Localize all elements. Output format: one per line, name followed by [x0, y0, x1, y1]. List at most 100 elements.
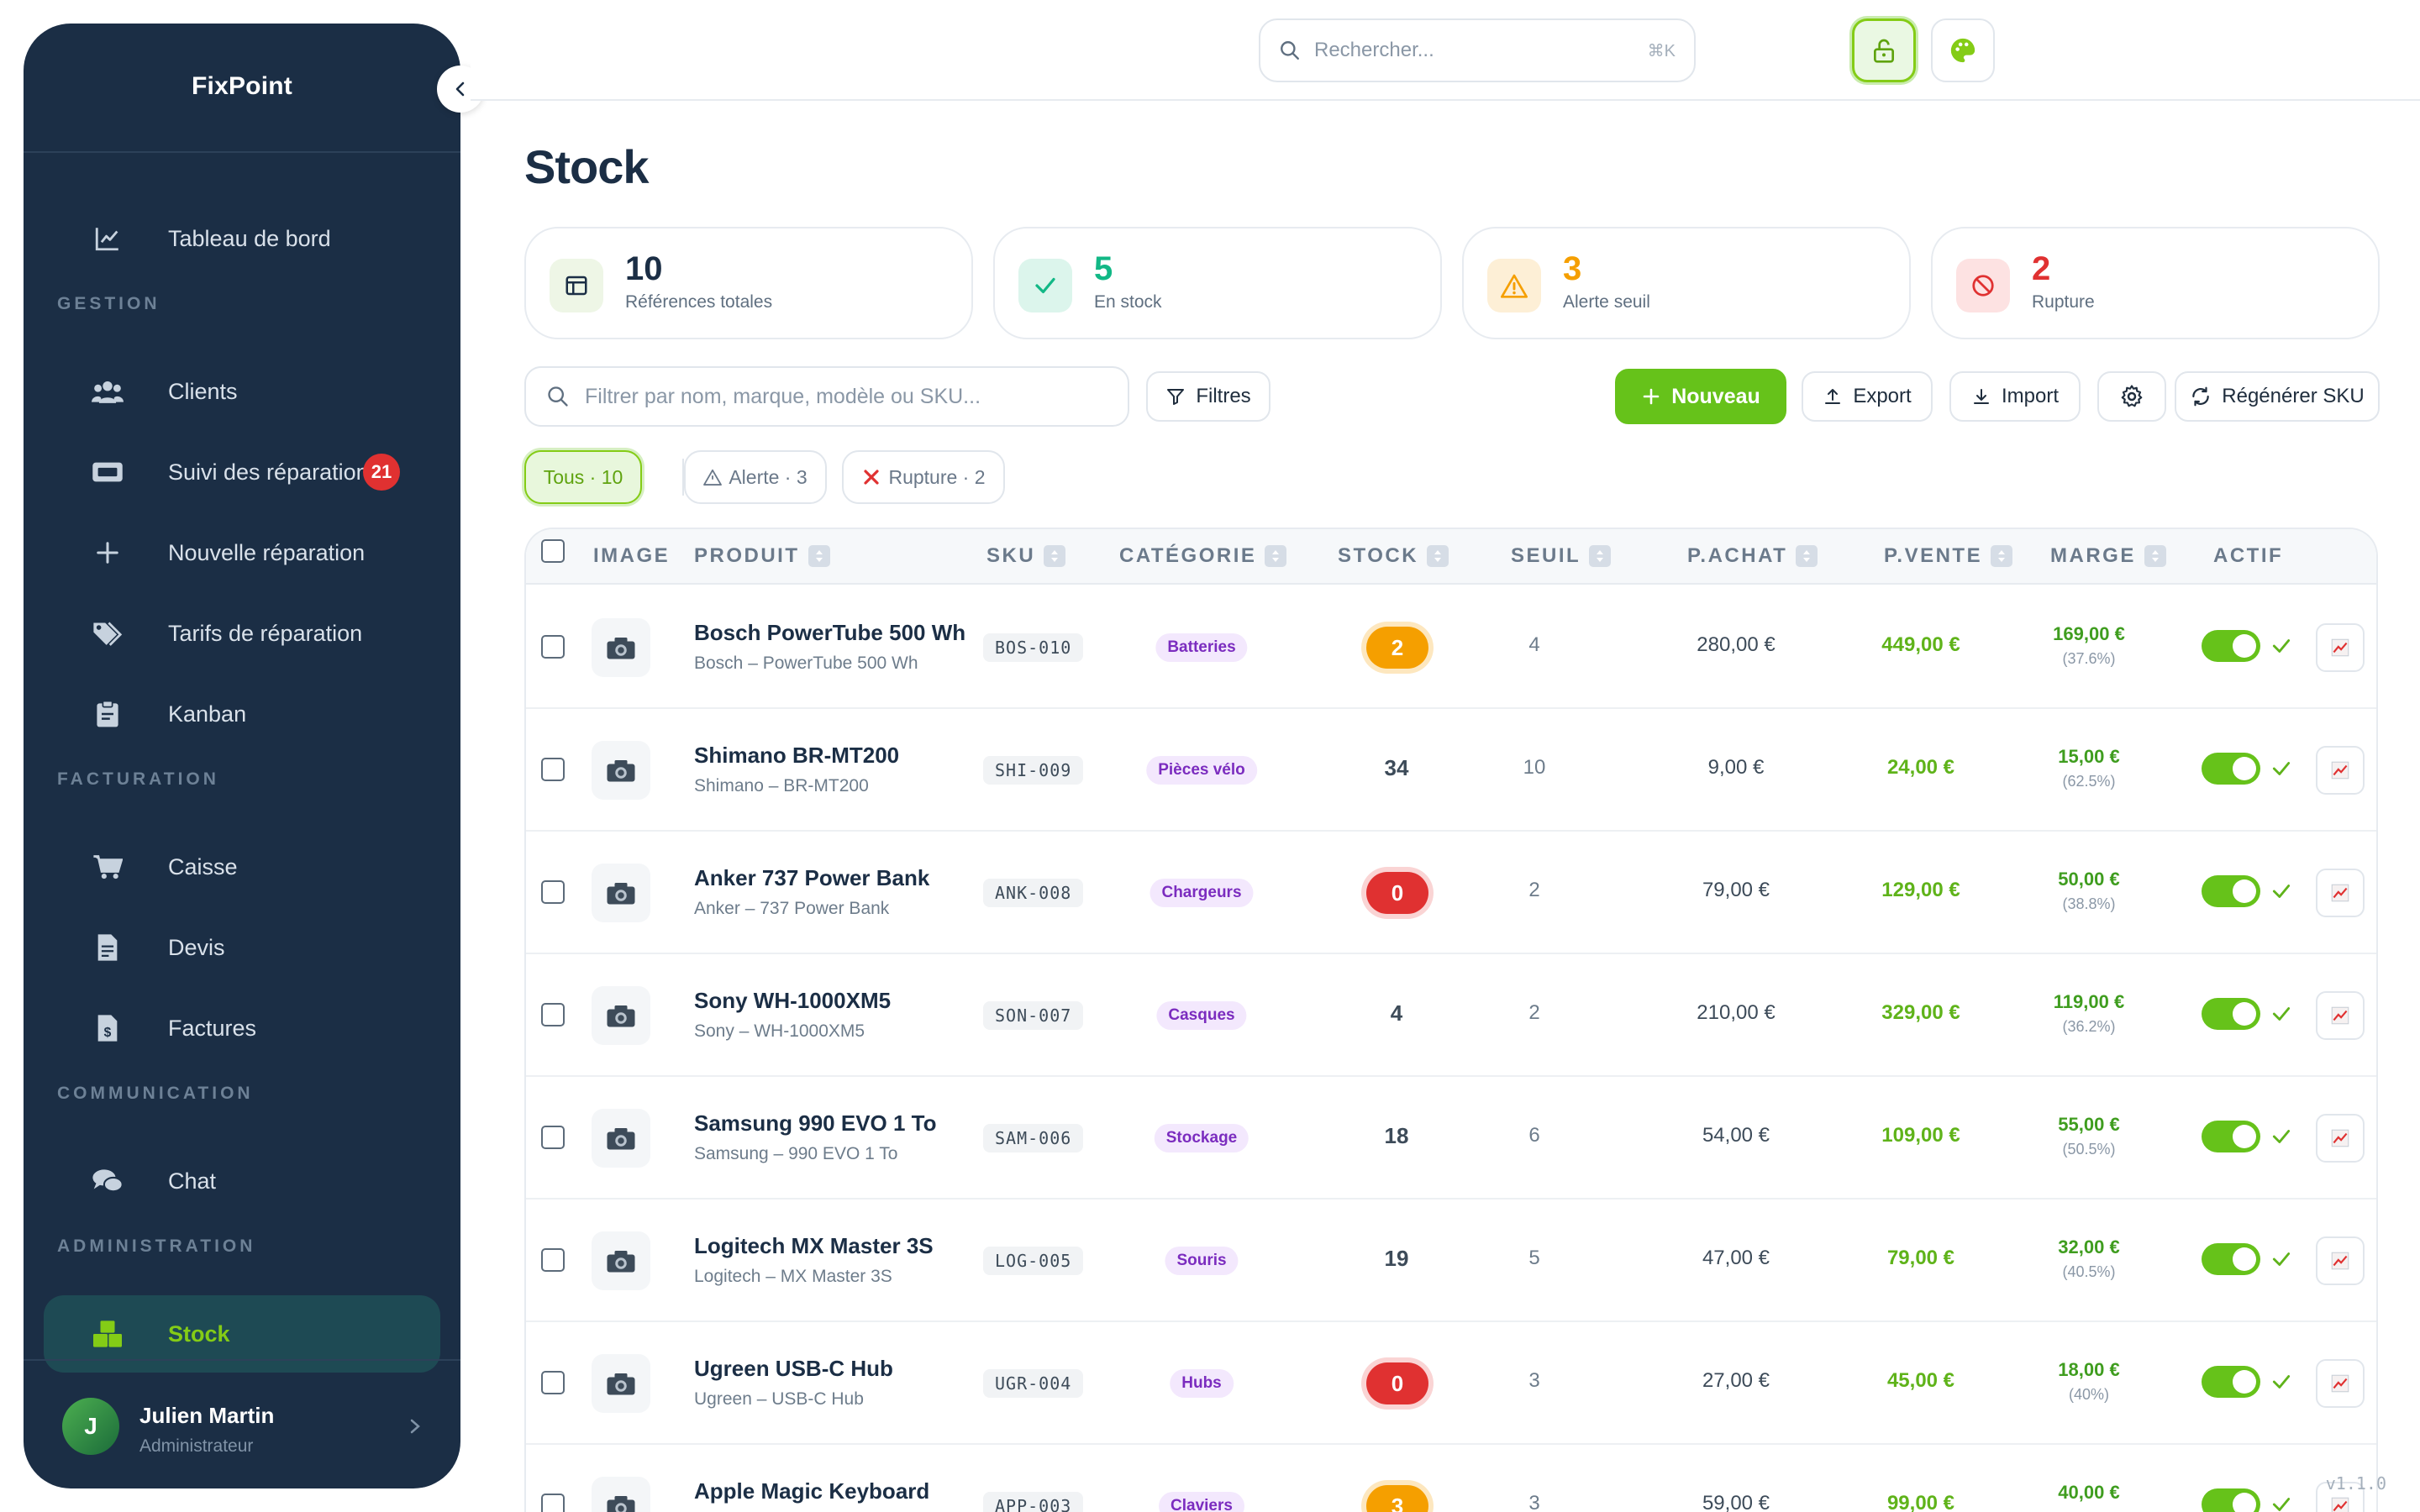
chip-all[interactable]: Tous · 10	[524, 450, 642, 504]
row-checkbox[interactable]	[541, 1003, 565, 1026]
col-image: IMAGE	[593, 544, 670, 568]
sidebar-item-new-repair[interactable]: Nouvelle réparation	[44, 514, 440, 591]
sku-tag: SON-007	[983, 1001, 1084, 1030]
global-search-input[interactable]: Rechercher... ⌘K	[1259, 18, 1696, 82]
chip-alert[interactable]: Alerte · 3	[684, 450, 827, 504]
row-checkbox[interactable]	[541, 1371, 565, 1394]
row-checkbox[interactable]	[541, 1494, 565, 1512]
product-name[interactable]: Ugreen USB-C Hub	[694, 1356, 893, 1381]
table-row[interactable]: Shimano BR-MT200 Shimano – BR-MT200 SHI-…	[526, 709, 2376, 832]
stock-history-button[interactable]	[2316, 1482, 2365, 1512]
stock-history-button[interactable]	[2316, 991, 2365, 1040]
filters-button[interactable]: Filtres	[1146, 371, 1270, 422]
filter-input[interactable]: Filtrer par nom, marque, modèle ou SKU..…	[524, 366, 1129, 427]
col-category[interactable]: CATÉGORIE	[1119, 544, 1287, 568]
stat-card-total: 10 Références totales	[524, 227, 973, 339]
col-image-label: IMAGE	[593, 544, 671, 567]
table-row[interactable]: Anker 737 Power Bank Anker – 737 Power B…	[526, 832, 2376, 954]
stock-history-button[interactable]	[2316, 1114, 2365, 1163]
stock-badge: 0	[1366, 872, 1428, 914]
sidebar-item-label: Kanban	[168, 701, 247, 727]
table-row[interactable]: Samsung 990 EVO 1 To Samsung – 990 EVO 1…	[526, 1077, 2376, 1200]
sidebar-item-chat[interactable]: Chat	[44, 1142, 440, 1220]
margin-value: 119,00 €	[2053, 991, 2125, 1012]
product-subtitle: Shimano – BR-MT200	[694, 776, 869, 795]
product-name[interactable]: Anker 737 Power Bank	[694, 865, 930, 890]
sidebar-item-devis[interactable]: Devis	[44, 909, 440, 986]
sidebar-item-dashboard[interactable]: Tableau de bord	[44, 200, 440, 277]
chart-icon	[2331, 1252, 2349, 1270]
active-toggle[interactable]	[2202, 753, 2260, 785]
active-toggle[interactable]	[2202, 1243, 2260, 1275]
sidebar-item-tariffs[interactable]: Tarifs de réparation	[44, 595, 440, 672]
col-stock[interactable]: STOCK	[1338, 544, 1449, 568]
export-button[interactable]: Export	[1802, 371, 1933, 422]
sale-price: 109,00 €	[1881, 1124, 1960, 1147]
select-all-checkbox[interactable]	[541, 539, 565, 563]
settings-button[interactable]	[2097, 371, 2166, 422]
active-toggle[interactable]	[2202, 630, 2260, 662]
stock-badge: 2	[1366, 627, 1428, 669]
col-pachat[interactable]: P.ACHAT	[1687, 544, 1818, 568]
user-profile[interactable]: J Julien Martin Administrateur	[24, 1359, 460, 1488]
sale-price: 99,00 €	[1886, 1492, 1955, 1512]
chip-out[interactable]: Rupture · 2	[842, 450, 1005, 504]
purchase-price: 280,00 €	[1697, 633, 1776, 656]
sort-icon	[1265, 545, 1287, 567]
product-thumbnail	[592, 1354, 650, 1413]
stock-history-button[interactable]	[2316, 869, 2365, 917]
product-name[interactable]: Shimano BR-MT200	[694, 743, 900, 768]
table-row[interactable]: Ugreen USB-C Hub Ugreen – USB-C Hub UGR-…	[526, 1322, 2376, 1445]
regenerate-sku-button[interactable]: Régénérer SKU	[2175, 371, 2380, 422]
new-button[interactable]: Nouveau	[1615, 369, 1786, 424]
active-toggle[interactable]	[2202, 1121, 2260, 1152]
col-pvente[interactable]: P.VENTE	[1884, 544, 2013, 568]
stock-history-button[interactable]	[2316, 1359, 2365, 1408]
threshold-value: 6	[1528, 1124, 1540, 1147]
chevron-left-icon	[455, 81, 465, 97]
col-marge[interactable]: MARGE	[2050, 544, 2166, 568]
check-icon	[2272, 885, 2291, 898]
user-name: Julien Martin	[139, 1403, 275, 1428]
active-toggle[interactable]	[2202, 1488, 2260, 1512]
table-row[interactable]: Logitech MX Master 3S Logitech – MX Mast…	[526, 1200, 2376, 1322]
theme-button[interactable]	[1931, 18, 1995, 82]
sidebar-item-kanban[interactable]: Kanban	[44, 675, 440, 753]
sidebar-item-repairs[interactable]: Suivi des réparations 21	[44, 433, 440, 511]
active-toggle[interactable]	[2202, 875, 2260, 907]
product-name[interactable]: Apple Magic Keyboard	[694, 1478, 930, 1504]
import-button[interactable]: Import	[1949, 371, 2081, 422]
col-product[interactable]: PRODUIT	[694, 544, 830, 568]
active-toggle[interactable]	[2202, 998, 2260, 1030]
search-shortcut: ⌘K	[1647, 41, 1676, 60]
margin-percent: (40.5%)	[2062, 1263, 2116, 1280]
sidebar-item-factures[interactable]: $ Factures	[44, 990, 440, 1067]
col-sku[interactable]: SKU	[986, 544, 1066, 568]
lock-button[interactable]	[1852, 18, 1916, 82]
table-row[interactable]: Apple Magic Keyboard APP-003 Claviers 3 …	[526, 1445, 2376, 1512]
product-name[interactable]: Sony WH-1000XM5	[694, 988, 892, 1013]
row-checkbox[interactable]	[541, 758, 565, 781]
stock-history-button[interactable]	[2316, 746, 2365, 795]
product-name[interactable]: Logitech MX Master 3S	[694, 1233, 934, 1258]
active-toggle[interactable]	[2202, 1366, 2260, 1398]
row-checkbox[interactable]	[541, 880, 565, 904]
row-checkbox[interactable]	[541, 1126, 565, 1149]
row-checkbox[interactable]	[541, 1248, 565, 1272]
tags-icon	[87, 613, 128, 654]
table-row[interactable]: Sony WH-1000XM5 Sony – WH-1000XM5 SON-00…	[526, 954, 2376, 1077]
row-checkbox[interactable]	[541, 635, 565, 659]
product-name[interactable]: Samsung 990 EVO 1 To	[694, 1110, 937, 1136]
product-name[interactable]: Bosch PowerTube 500 Wh	[694, 620, 966, 645]
category-badge: Casques	[1156, 1001, 1247, 1030]
stock-history-button[interactable]	[2316, 623, 2365, 672]
purchase-price: 47,00 €	[1702, 1247, 1770, 1269]
sidebar-item-caisse[interactable]: Caisse	[44, 828, 440, 906]
sidebar-item-clients[interactable]: Clients	[44, 353, 440, 430]
chart-icon	[2331, 1374, 2349, 1393]
stock-history-button[interactable]	[2316, 1236, 2365, 1285]
purchase-price: 54,00 €	[1702, 1124, 1770, 1147]
table-row[interactable]: Bosch PowerTube 500 Wh Bosch – PowerTube…	[526, 586, 2376, 709]
import-label: Import	[2001, 385, 2059, 407]
col-seuil[interactable]: SEUIL	[1511, 544, 1612, 568]
